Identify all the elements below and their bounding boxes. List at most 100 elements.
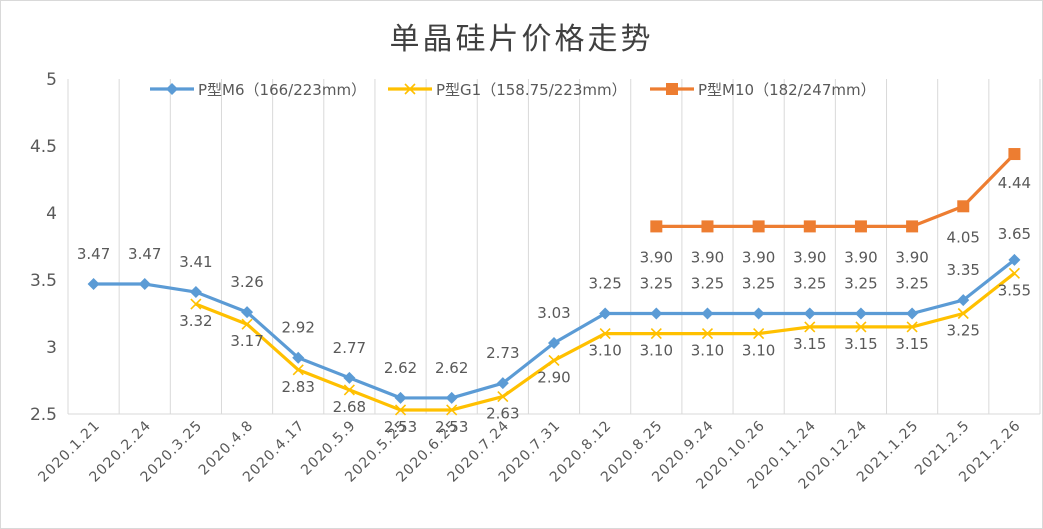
data-label: 3.03 (537, 304, 570, 322)
data-point-x (855, 321, 867, 333)
data-label: 3.90 (742, 248, 775, 266)
data-label: 3.10 (691, 342, 724, 360)
data-point-diamond (650, 307, 663, 320)
data-label: 3.25 (691, 275, 724, 293)
data-point-x (241, 318, 253, 330)
data-point-x (804, 321, 816, 333)
data-label: 2.73 (486, 344, 519, 362)
data-label: 3.26 (230, 273, 263, 291)
y-tick-label: 2.5 (30, 405, 57, 425)
data-point-diamond (701, 307, 714, 320)
data-labels: 3.47 3.47 3.41 3.26 2.92 2.77 2.62 2.62 2.73 3.03… (77, 174, 1031, 436)
data-label: 3.55 (998, 281, 1031, 299)
data-label: 3.10 (640, 342, 673, 360)
data-point-x (497, 391, 509, 403)
data-label: 3.25 (742, 275, 775, 293)
data-label: 3.25 (895, 275, 928, 293)
data-label: 2.90 (537, 368, 570, 386)
data-point-diamond (445, 391, 458, 404)
data-point-diamond (854, 307, 867, 320)
data-point-square (854, 220, 867, 233)
data-point-square (906, 220, 919, 233)
data-label: 3.25 (947, 322, 980, 340)
data-point-diamond (803, 307, 816, 320)
grid-lines (67, 79, 1041, 415)
legend-label: P型M6（166/223mm） (198, 81, 366, 99)
data-label: 3.25 (844, 275, 877, 293)
data-point-x (906, 321, 918, 333)
data-label: 3.90 (640, 248, 673, 266)
legend-label: P型M10（182/247mm） (698, 81, 876, 99)
data-point-x (190, 298, 202, 310)
data-label: 3.90 (793, 248, 826, 266)
data-point-diamond (138, 278, 151, 291)
legend-item: P型M6（166/223mm） (150, 81, 366, 99)
data-point-x (404, 83, 416, 95)
data-point-x (1008, 267, 1020, 279)
y-tick-label: 3.5 (30, 271, 57, 291)
data-label: 2.63 (486, 405, 519, 423)
legend: P型M6（166/223mm） P型G1（158.75/223mm） P型M10（1… (150, 81, 876, 99)
data-point-x (599, 328, 611, 340)
data-label: 3.10 (742, 342, 775, 360)
data-point-diamond (548, 336, 560, 349)
data-label: 3.15 (895, 335, 928, 353)
data-point-diamond (496, 377, 509, 390)
data-point-diamond (189, 286, 202, 299)
data-point-x (394, 404, 407, 416)
legend-item: P型G1（158.75/223mm） (388, 81, 627, 99)
data-label: 3.15 (844, 335, 877, 353)
data-point-diamond (752, 307, 765, 320)
data-point-x (548, 354, 560, 366)
data-point-x (957, 307, 969, 320)
data-label: 3.25 (793, 275, 826, 293)
series-line (656, 152, 1016, 228)
data-label: 3.35 (947, 261, 980, 279)
y-axis-ticks: 2.5 3 3.5 4 4.5 5 (30, 70, 57, 425)
data-point-x (701, 328, 714, 340)
y-tick-label: 4.5 (30, 137, 57, 157)
data-point-diamond (1008, 253, 1021, 266)
data-point-diamond (87, 278, 100, 291)
data-point-diamond (906, 307, 919, 320)
series-lines (87, 148, 1021, 416)
data-label: 3.90 (895, 248, 928, 266)
data-label: 4.05 (947, 228, 980, 246)
data-label: 3.25 (588, 275, 621, 293)
data-label: 2.83 (282, 378, 315, 396)
data-label: 2.53 (435, 418, 468, 436)
data-point-diamond (599, 307, 612, 320)
data-label: 3.90 (844, 248, 877, 266)
data-label: 3.90 (691, 248, 724, 266)
data-label: 3.15 (793, 335, 826, 353)
data-point-square (752, 220, 765, 233)
y-tick-label: 5 (46, 70, 57, 90)
chart-title: 单晶硅片价格走势 (389, 22, 654, 57)
data-point-diamond (241, 306, 254, 319)
data-point-diamond (343, 371, 356, 384)
data-point-x (650, 328, 662, 340)
data-point-diamond (957, 294, 970, 307)
data-point-square (1008, 148, 1021, 161)
data-label: 3.32 (179, 312, 212, 330)
data-point-x (753, 328, 765, 340)
data-point-square (803, 220, 816, 233)
data-label: 2.62 (435, 359, 468, 377)
data-point-x (292, 364, 304, 376)
legend-item: P型M10（182/247mm） (650, 81, 876, 99)
data-label: 3.47 (128, 245, 161, 263)
data-point-square (650, 220, 663, 233)
data-point-diamond (292, 351, 305, 364)
legend-label: P型G1（158.75/223mm） (436, 81, 627, 99)
x-axis-ticks: 2020.1.212020.2.242020.3.252020.4.82020.… (35, 418, 1024, 493)
y-tick-label: 4 (46, 204, 57, 224)
data-point-x (343, 384, 355, 396)
data-label: 3.17 (230, 332, 263, 350)
data-label: 2.92 (282, 319, 315, 337)
data-label: 2.68 (333, 398, 366, 416)
data-point-square (957, 200, 970, 213)
data-label: 4.44 (998, 174, 1031, 192)
data-point-square (701, 220, 714, 233)
data-point-x (446, 404, 458, 416)
